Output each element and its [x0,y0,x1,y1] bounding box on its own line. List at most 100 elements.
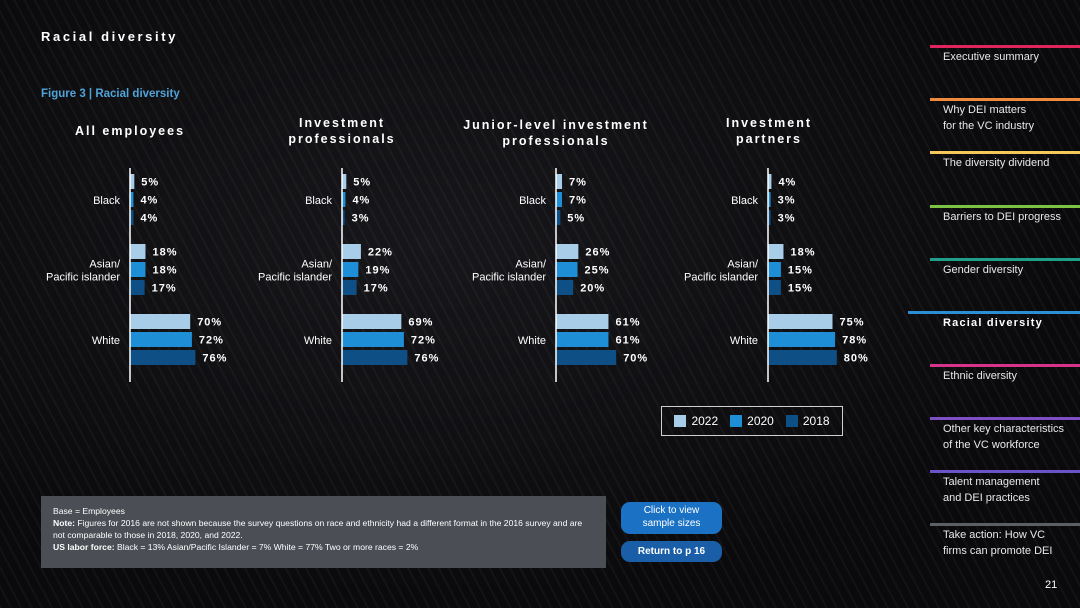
view-sample-sizes-button[interactable]: Click to view sample sizes [621,502,722,534]
panel-1-category-label-white: White [92,335,120,347]
nav-item-color-bar [930,364,1080,367]
panel-4-bar-white-2020 [768,332,836,347]
nav-item-talent-management-and-dei-practices[interactable]: Talent management and DEI practices [930,470,1080,506]
nav-item-the-diversity-dividend[interactable]: The diversity dividend [930,151,1080,171]
panel-2-value-label-black-2018: 3% [352,213,370,225]
nav-item-color-bar [930,258,1080,261]
panel-3-bar-white-2022 [556,314,609,329]
page-number: 21 [1045,579,1058,591]
nav-item-why-dei-matters-for-the-vc-industry[interactable]: Why DEI matters for the VC industry [930,98,1080,134]
nav-item-color-bar [930,45,1080,48]
panel-3-bar-asian-pacific-islander-2022 [556,244,579,259]
panel-1-bar-black-2022 [130,174,135,189]
notes-note: Note: Figures for 2016 are not shown bec… [53,517,594,541]
panel-2-bar-black-2022 [342,174,347,189]
panel-3-bar-black-2018 [556,210,561,225]
panel-3-bar-white-2018 [556,350,617,365]
panel-2-bar-white-2018 [342,350,408,365]
panel-3-bar-asian-pacific-islander-2020 [556,262,578,277]
panel-3-value-label-white-2018: 70% [623,353,648,365]
legend-swatch-2022 [674,415,687,427]
notes-labor-force: US labor force: Black = 13% Asian/Pacifi… [53,541,594,553]
panel-1-value-label-white-2020: 72% [199,335,224,347]
panel-1-value-label-asian-pacific-islander-2018: 17% [152,283,177,295]
panel-2-bar-asian-pacific-islander-2020 [342,262,359,277]
panel-1-value-label-white-2022: 70% [197,317,222,329]
nav-item-barriers-to-dei-progress[interactable]: Barriers to DEI progress [930,205,1080,225]
nav-item-ethnic-diversity[interactable]: Ethnic diversity [930,364,1080,384]
legend-item-2020: 2020 [730,414,774,428]
nav-item-executive-summary[interactable]: Executive summary [930,45,1080,65]
panel-3-value-label-asian-pacific-islander-2022: 26% [585,247,610,259]
chart-legend: 2022 2020 2018 [661,406,843,436]
panel-3-value-label-black-2018: 5% [567,213,585,225]
panel-4-value-label-black-2018: 3% [778,213,796,225]
nav-item-label: The diversity dividend [943,157,1050,169]
legend-item-2022: 2022 [674,414,718,428]
nav-item-gender-diversity[interactable]: Gender diversity [930,258,1080,278]
panel-1-bar-white-2022 [130,314,191,329]
nav-item-label: Take action: How VC firms can promote DE… [943,529,1053,557]
panel-4-category-label-asian-pacific-islander: Asian/Pacific islander [684,259,759,284]
panel-4-bar-white-2018 [768,350,837,365]
notes-labor-text: Black = 13% Asian/Pacific Islander = 7% … [114,542,419,552]
panel-3-bar-asian-pacific-islander-2018 [556,280,574,295]
panel-3-value-label-asian-pacific-islander-2020: 25% [585,265,610,277]
panel-1-value-label-black-2020: 4% [140,195,158,207]
notes-box: Base = Employees Note: Figures for 2016 … [41,496,606,568]
panel-4-value-label-white-2022: 75% [840,317,865,329]
panel-4-value-label-asian-pacific-islander-2020: 15% [788,265,813,277]
nav-item-label: Gender diversity [943,264,1024,276]
panel-4-category-label-white: White [730,335,758,347]
panel-2-value-label-white-2020: 72% [411,335,436,347]
panel-3-bar-black-2020 [556,192,563,207]
nav-item-color-bar [930,523,1080,526]
panel-1-bar-asian-pacific-islander-2018 [130,280,145,295]
return-to-p16-button[interactable]: Return to p 16 [621,541,722,562]
panel-1-value-label-black-2022: 5% [141,177,159,189]
panel-1-bar-asian-pacific-islander-2020 [130,262,146,277]
panel-3-value-label-black-2022: 7% [569,177,587,189]
panel-1-bar-white-2020 [130,332,192,347]
panel-4-value-label-asian-pacific-islander-2018: 15% [788,283,813,295]
notes-labor-label: US labor force: [53,542,115,552]
panel-2-bar-white-2022 [342,314,402,329]
panel-2-value-label-asian-pacific-islander-2022: 22% [368,247,393,259]
panel-2-bar-black-2018 [342,210,345,225]
panel-1-category-label-black: Black [93,195,120,207]
panel-title-all-employees: All employees [74,124,186,138]
panel-2-category-label-asian-pacific-islander: Asian/Pacific islander [258,259,333,284]
panel-2-value-label-white-2022: 69% [408,317,433,329]
panel-1-bar-black-2018 [130,210,134,225]
panel-4-value-label-black-2020: 3% [778,195,796,207]
nav-item-color-bar [930,151,1080,154]
panel-2-value-label-asian-pacific-islander-2018: 17% [364,283,389,295]
panel-3-value-label-black-2020: 7% [569,195,587,207]
panel-4-bar-black-2018 [768,210,771,225]
panel-1-value-label-asian-pacific-islander-2022: 18% [152,247,177,259]
panel-3-category-label-white: White [518,335,546,347]
panel-3-value-label-asian-pacific-islander-2018: 20% [580,283,605,295]
panel-1-value-label-white-2018: 76% [202,353,227,365]
view-sample-sizes-label: Click to view sample sizes [642,505,701,529]
nav-item-take-action-how-vc-firms-can-promote-dei[interactable]: Take action: How VC firms can promote DE… [930,523,1080,559]
panel-1-bar-white-2018 [130,350,196,365]
panel-4-bar-asian-pacific-islander-2020 [768,262,781,277]
legend-label-2020: 2020 [747,414,774,428]
panel-2-bar-asian-pacific-islander-2018 [342,280,357,295]
nav-item-color-bar [930,98,1080,101]
panel-4-bar-white-2022 [768,314,833,329]
nav-item-racial-diversity[interactable]: Racial diversity [908,311,1080,331]
panel-3-value-label-white-2020: 61% [615,335,640,347]
notes-note-label: Note: [53,518,75,528]
panel-title-investment-professionals: Investment professionals [288,116,396,146]
panel-1-category-label-asian-pacific-islander: Asian/Pacific islander [46,259,121,284]
legend-label-2022: 2022 [691,414,719,428]
nav-item-label: Other key characteristics of the VC work… [943,423,1065,451]
panel-4-bar-black-2022 [768,174,772,189]
panel-4-value-label-white-2020: 78% [842,335,867,347]
panel-2-category-label-black: Black [305,195,332,207]
panel-1-value-label-black-2018: 4% [140,213,158,225]
nav-item-other-key-characteristics-of-the-vc-workforce[interactable]: Other key characteristics of the VC work… [930,417,1080,453]
